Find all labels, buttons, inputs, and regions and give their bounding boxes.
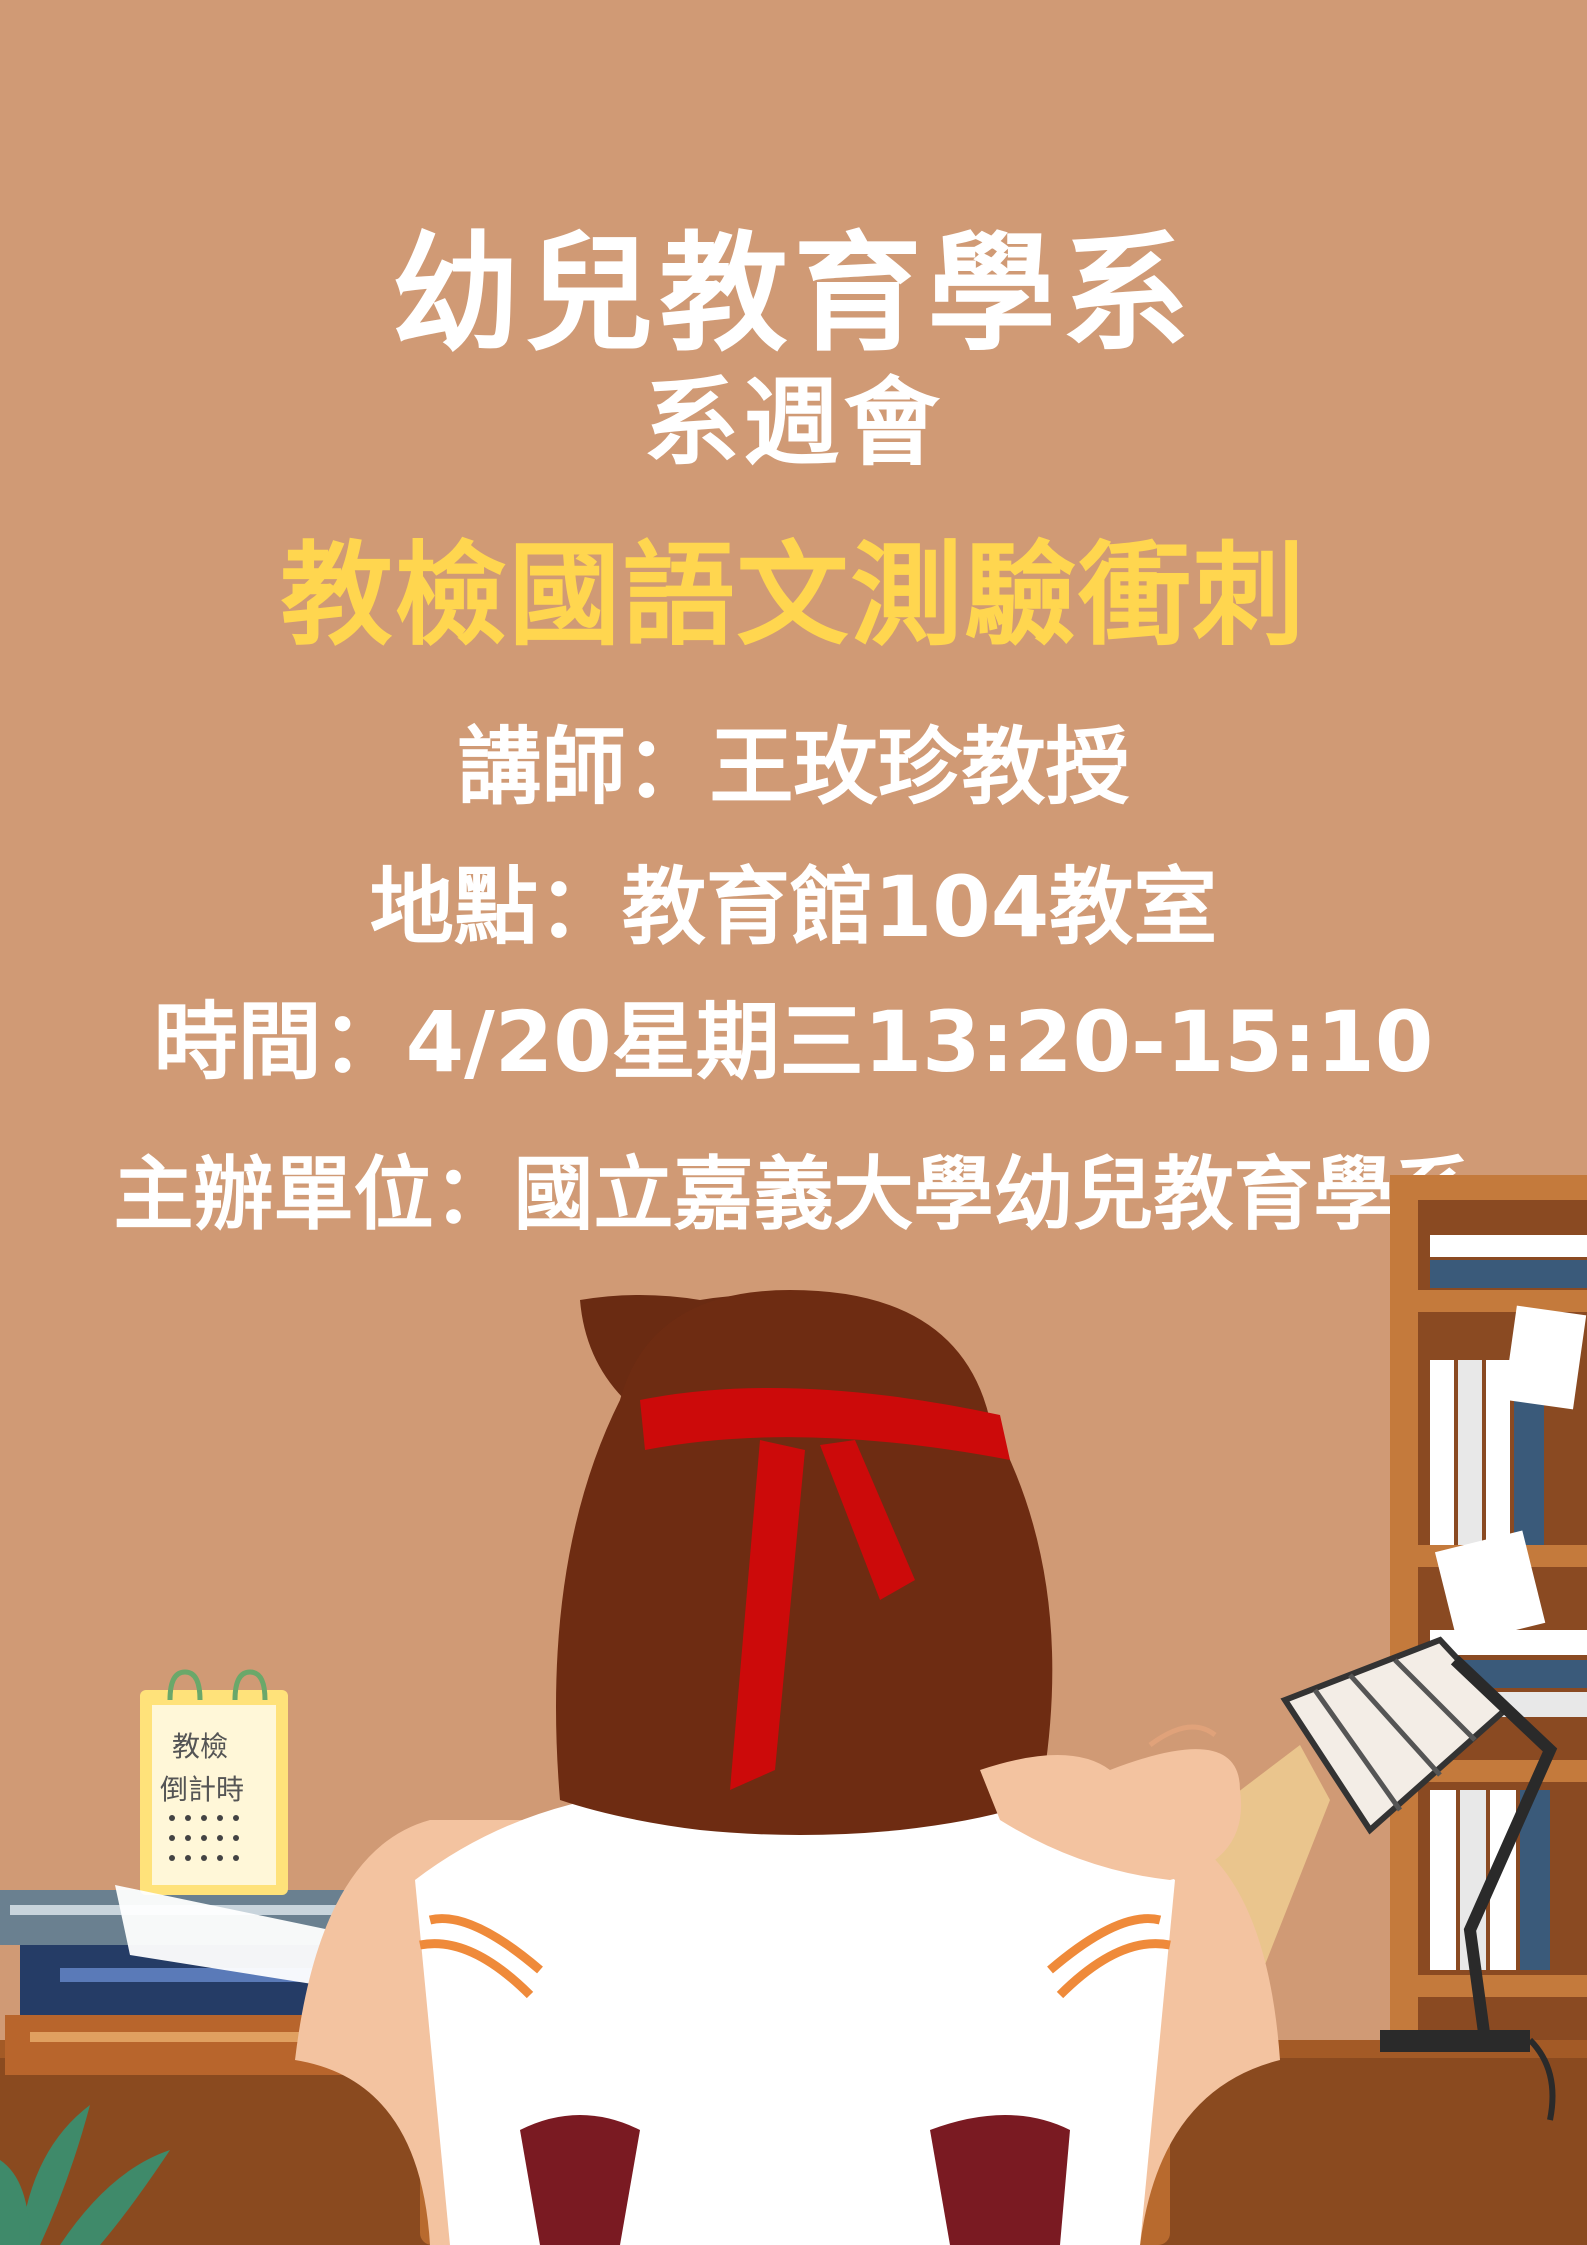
event-subtitle: 系週會 <box>643 367 944 479</box>
countdown-calendar <box>115 1669 350 1990</box>
topic-headline: 教檢國語文測驗衝刺 <box>280 531 1307 661</box>
lecturer-line: 講師：王玫珍教授 <box>457 718 1130 816</box>
student-girl <box>295 1290 1280 2245</box>
bookshelf <box>1390 1175 1587 2075</box>
calendar-line-2: 倒計時 <box>160 1773 245 1806</box>
calendar-line-1: 教檢 <box>172 1730 229 1763</box>
time-line: 時間：4/20星期三13:20-15:10 <box>153 993 1434 1091</box>
department-title: 幼兒教育學系 <box>391 220 1196 369</box>
location-line: 地點：教育館104教室 <box>369 858 1218 956</box>
organizer-line: 主辦單位：國立嘉義大學幼兒教育學系 <box>113 1148 1474 1241</box>
plant <box>0 2105 170 2245</box>
